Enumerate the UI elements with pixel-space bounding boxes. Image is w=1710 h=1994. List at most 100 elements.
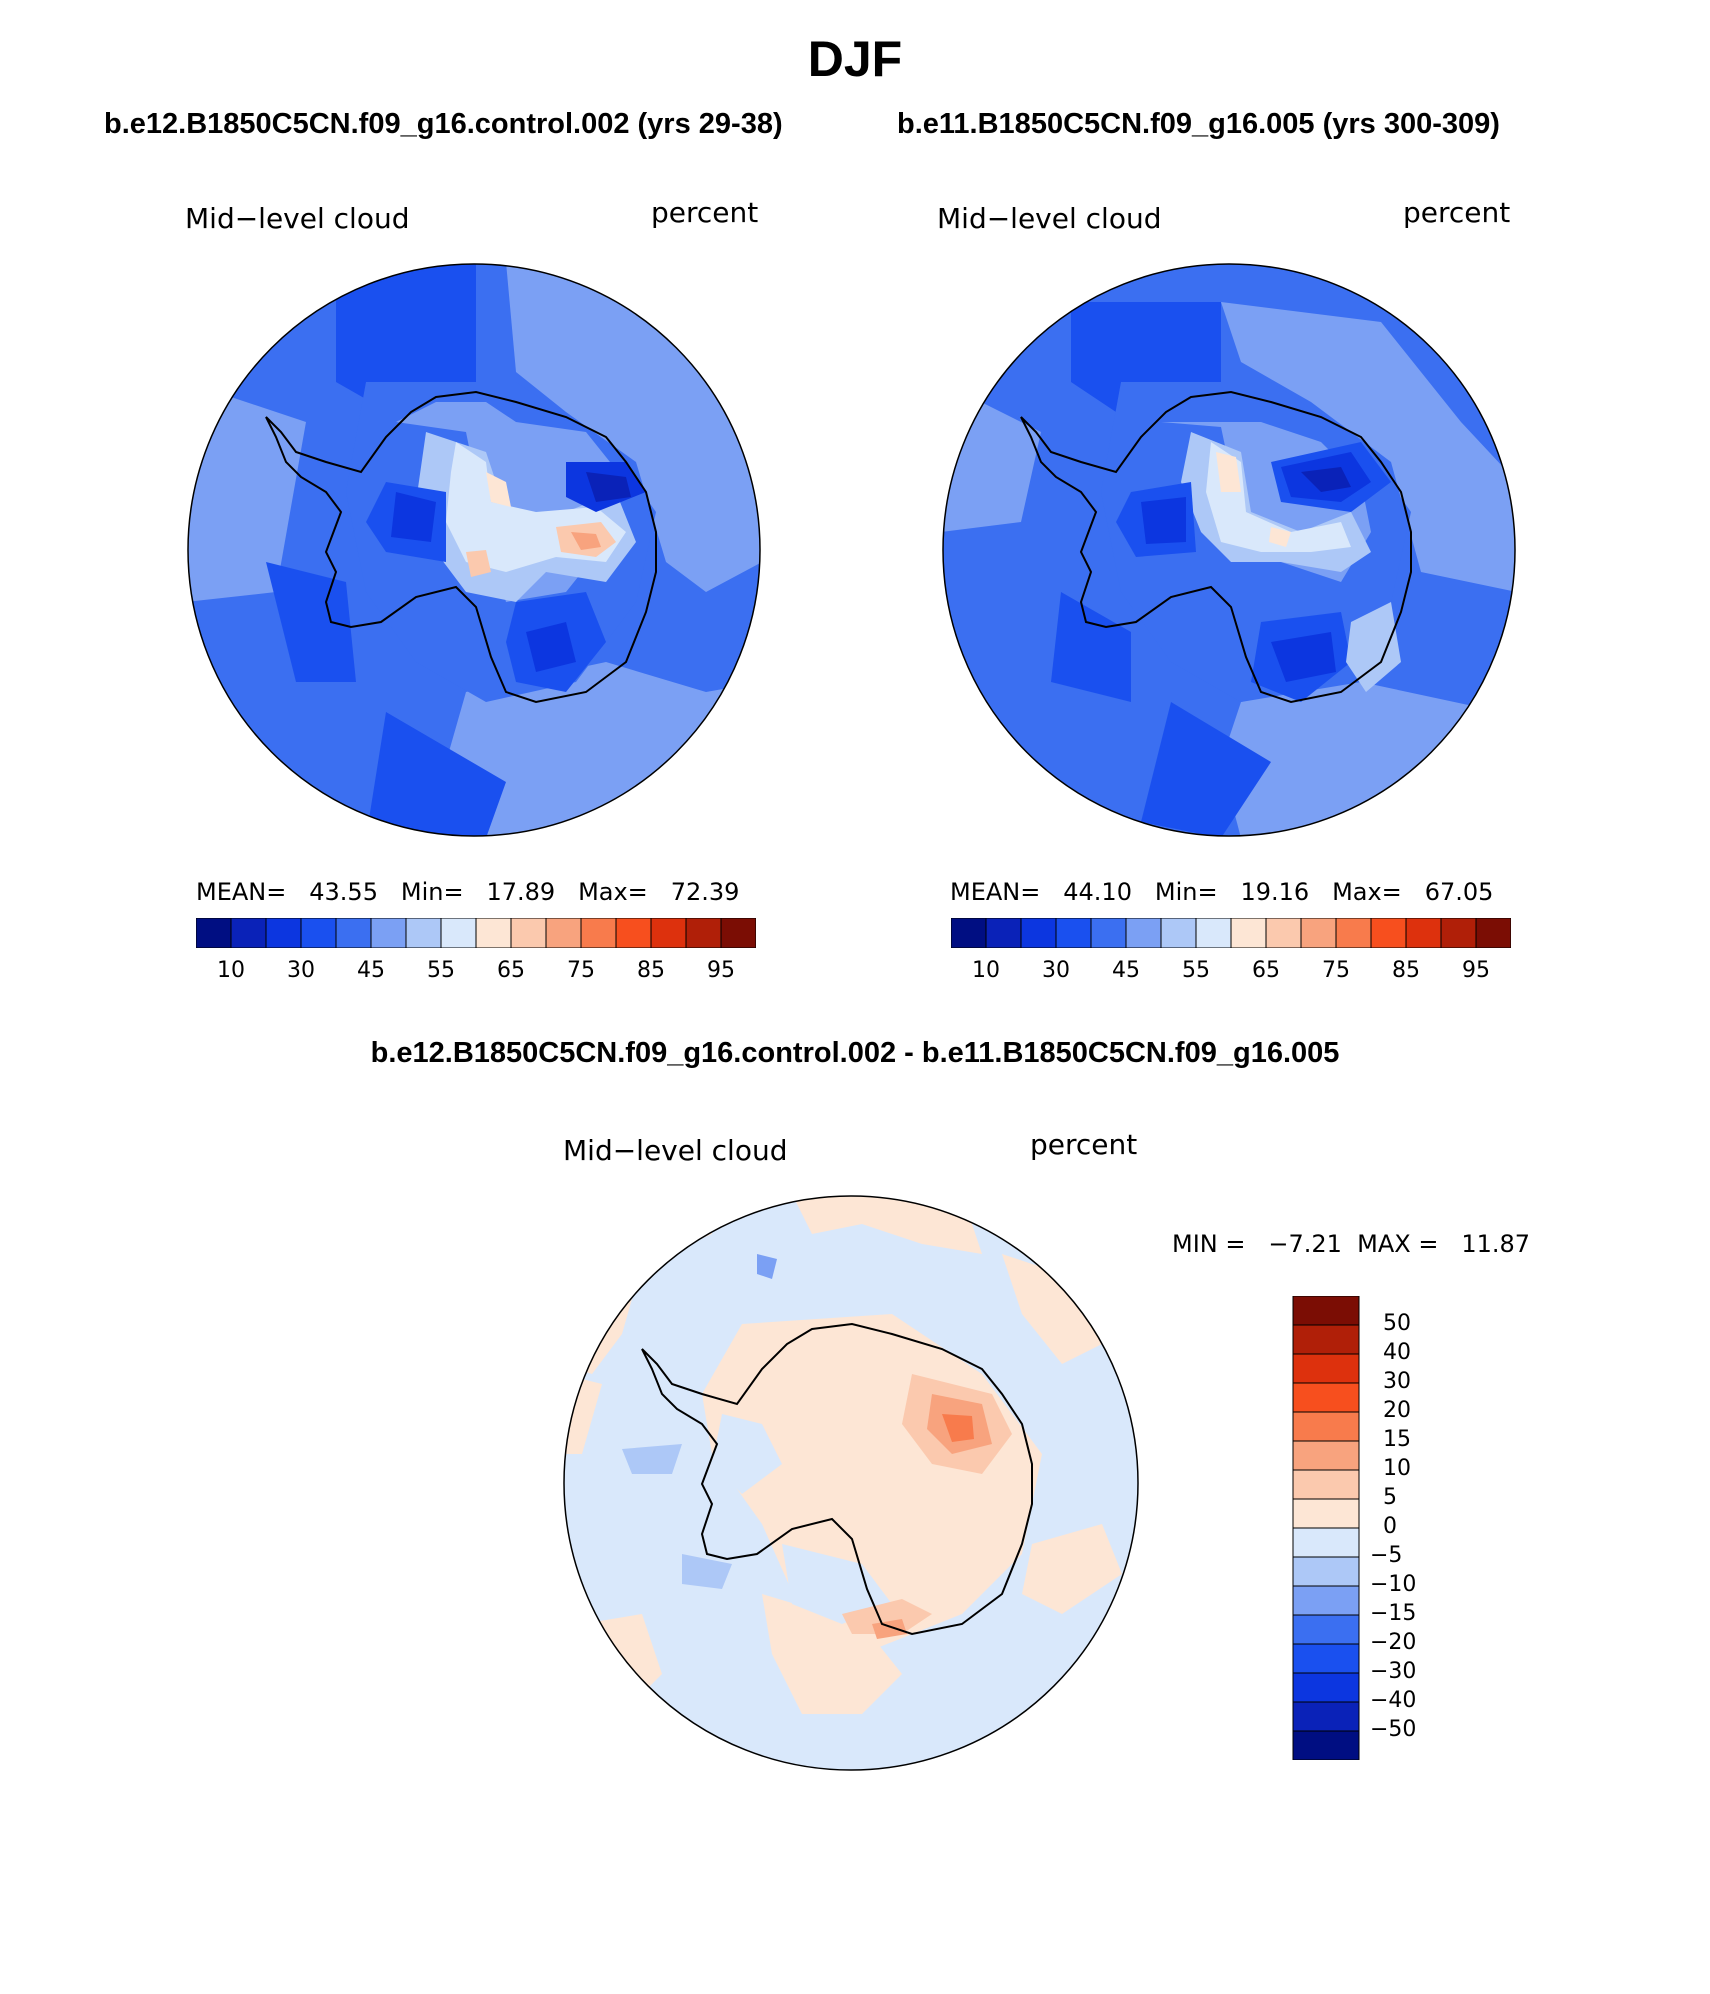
colorbar-tick-label: −20 [1370, 1630, 1417, 1655]
cloud-field-region [842, 1599, 932, 1634]
panel-2-stats: MEAN= 44.10 Min= 19.16 Max= 67.05 [950, 878, 1493, 906]
map-boundary [187, 263, 761, 837]
min-label: Min= [1154, 878, 1218, 906]
colorbar-swatch [1292, 1440, 1360, 1471]
cloud-field-region [1141, 702, 1271, 836]
colorbar-swatch [1055, 918, 1092, 948]
colorbar-swatch [580, 918, 617, 948]
cloud-field-region [782, 1544, 892, 1624]
colorbar-swatch [615, 918, 652, 948]
panel-1-variable-label: Mid−level cloud [185, 202, 410, 235]
colorbar-tick-label: 65 [1252, 958, 1280, 983]
cloud-field-region [571, 532, 601, 550]
colorbar-tick-label: −15 [1370, 1601, 1417, 1626]
colorbar-tick-label: 75 [567, 958, 595, 983]
colorbar-swatch [1292, 1556, 1360, 1587]
colorbar-swatch [1300, 918, 1337, 948]
cloud-field-region [1002, 1254, 1102, 1364]
mean-value: 43.55 [309, 878, 378, 906]
panel-1-units-label: percent [651, 196, 759, 229]
colorbar-swatch [1292, 1382, 1360, 1413]
cloud-field-region [1271, 632, 1336, 682]
diff-map [563, 1195, 1139, 1771]
colorbar-swatch [720, 918, 756, 948]
panel-2-map [942, 263, 1516, 837]
colorbar-swatch [1195, 918, 1232, 948]
colorbar-tick-label: 40 [1383, 1340, 1411, 1365]
colorbar-tick-label: 15 [1383, 1427, 1411, 1452]
mean-value: 44.10 [1063, 878, 1132, 906]
colorbar-swatch [1125, 918, 1162, 948]
colorbar-tick-label: 10 [217, 958, 245, 983]
cloud-field-region [682, 1554, 732, 1589]
colorbar-tick-label: 30 [1042, 958, 1070, 983]
colorbar-swatch [1230, 918, 1267, 948]
colorbar-swatch [1292, 1498, 1360, 1529]
panel-2-colorbar [951, 918, 1511, 948]
cloud-field-region [1346, 602, 1401, 692]
colorbar-tick-label: −50 [1370, 1717, 1417, 1742]
colorbar-swatch [300, 918, 337, 948]
colorbar-swatch [650, 918, 687, 948]
diff-colorbar-ticks: 50 40 30 20 15 10 5 0 −5 −10 −15 −20 −30 −40 −50 [1370, 1296, 1490, 1760]
diff-minmax-label: MIN = −7.21 MAX = 11.87 [1172, 1230, 1531, 1258]
colorbar-swatch [1440, 918, 1477, 948]
colorbar-swatch [1292, 1296, 1360, 1326]
colorbar-swatch [405, 918, 442, 948]
difference-title: b.e12.B1850C5CN.f09_g16.control.002 - b.… [370, 1037, 1340, 1069]
colorbar-tick-label: 65 [497, 958, 525, 983]
colorbar-swatch [265, 918, 302, 948]
colorbar-swatch [1292, 1730, 1360, 1760]
colorbar-swatch [1265, 918, 1302, 948]
mean-label: MEAN= [196, 878, 287, 906]
diff-units-label: percent [1030, 1128, 1138, 1161]
cloud-field-region [1141, 497, 1186, 544]
colorbar-swatch [335, 918, 372, 948]
figure-title: DJF [807, 31, 903, 87]
panel-1-case-title: b.e12.B1850C5CN.f09_g16.control.002 (yrs… [104, 108, 783, 140]
colorbar-swatch [985, 918, 1022, 948]
cloud-field-region [872, 1619, 907, 1639]
colorbar-tick-label: 50 [1383, 1311, 1411, 1336]
colorbar-tick-label: −30 [1370, 1659, 1417, 1684]
colorbar-swatch [1292, 1701, 1360, 1732]
cloud-field-region [1269, 527, 1291, 547]
colorbar-tick-label: 95 [707, 958, 735, 983]
max-value: 72.39 [670, 878, 740, 906]
colorbar-swatch [1292, 1324, 1360, 1355]
colorbar-tick-label: 55 [1182, 958, 1210, 983]
cloud-field-region [586, 472, 631, 502]
cloud-field-region [266, 562, 356, 682]
colorbar-tick-label: 75 [1322, 958, 1350, 983]
colorbar-tick-label: 10 [1383, 1456, 1411, 1481]
colorbar-swatch [1370, 918, 1407, 948]
colorbar-swatch [1292, 1672, 1360, 1703]
colorbar-swatch [370, 918, 407, 948]
colorbar-swatch [1475, 918, 1511, 948]
colorbar-swatch [1335, 918, 1372, 948]
colorbar-swatch [1292, 1614, 1360, 1645]
colorbar-tick-label: 20 [1383, 1398, 1411, 1423]
panel-1-colorbar [196, 918, 756, 948]
colorbar-swatch [1292, 1527, 1360, 1558]
colorbar-tick-label: 30 [287, 958, 315, 983]
colorbar-tick-label: 0 [1383, 1514, 1397, 1539]
cloud-field-region [486, 472, 511, 507]
cloud-field-region [391, 492, 436, 542]
map-boundary [942, 263, 1516, 837]
panel-2-colorbar-ticks: 10 30 45 55 65 75 85 95 [951, 958, 1511, 988]
panel-2-case-title: b.e11.B1850C5CN.f09_g16.005 (yrs 300-309… [897, 108, 1500, 140]
colorbar-swatch [685, 918, 722, 948]
min-value: 17.89 [486, 878, 556, 906]
cloud-field-region [1022, 1524, 1122, 1614]
colorbar-tick-label: −5 [1370, 1543, 1403, 1568]
cloud-field-region [526, 622, 576, 672]
max-label: Max= [1332, 878, 1402, 906]
panel-1-stats: MEAN= 43.55 Min= 17.89 Max= 72.39 [196, 878, 739, 906]
coastline [265, 390, 657, 704]
cloud-field-region [942, 1414, 974, 1442]
cloud-field-region [712, 1414, 782, 1494]
coastline [641, 1322, 1033, 1636]
colorbar-swatch [440, 918, 477, 948]
colorbar-tick-label: 30 [1383, 1369, 1411, 1394]
